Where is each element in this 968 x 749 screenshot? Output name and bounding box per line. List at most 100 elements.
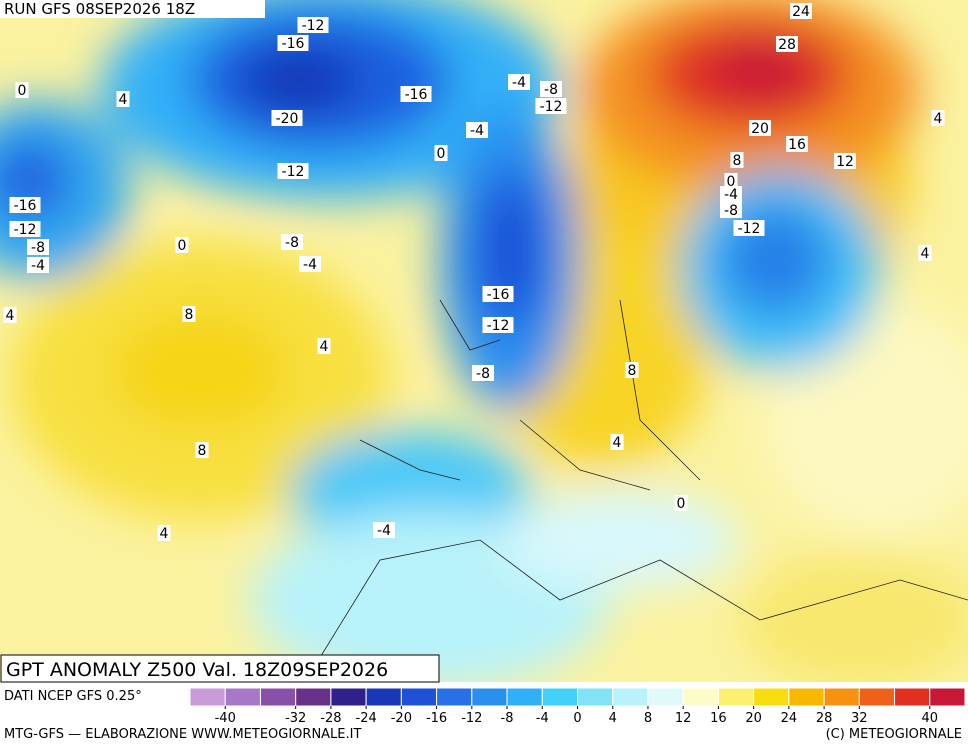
contour-label: 8 bbox=[198, 443, 207, 459]
colorbar-swatch bbox=[400, 687, 438, 707]
contour-label-box bbox=[277, 163, 309, 179]
contour-label: 4 bbox=[6, 308, 15, 324]
contour-label: -12 bbox=[487, 318, 510, 334]
colorbar-tick-label: -12 bbox=[461, 711, 482, 726]
contour-label: 16 bbox=[788, 137, 806, 153]
colorbar-swatch bbox=[330, 687, 367, 707]
contour-label: 8 bbox=[185, 307, 194, 323]
contour-label-box bbox=[466, 122, 488, 138]
colorbar-tick-label: 0 bbox=[573, 711, 581, 726]
colorbar-swatch bbox=[647, 687, 684, 707]
contour-label: 0 bbox=[677, 496, 686, 512]
contour-label: -12 bbox=[282, 164, 305, 180]
contour-label-box bbox=[786, 136, 808, 152]
colorbar-tick-label: 12 bbox=[675, 711, 692, 726]
contour-label-box bbox=[15, 82, 29, 98]
footer-left: MTG-GFS — ELABORAZIONE WWW.METEOGIORNALE… bbox=[4, 727, 361, 742]
contour-label-box bbox=[776, 36, 798, 52]
colorbar-swatch bbox=[577, 687, 614, 707]
contour-label: -8 bbox=[724, 203, 738, 219]
contour-label: -8 bbox=[285, 235, 299, 251]
contour-label-box bbox=[3, 307, 17, 323]
contour-label: 0 bbox=[437, 146, 446, 162]
contour-label-box bbox=[482, 317, 514, 333]
contour-label: -4 bbox=[724, 187, 738, 203]
colorbar-swatch bbox=[506, 687, 543, 707]
contour-label: -4 bbox=[470, 123, 484, 139]
contour-label-box bbox=[720, 186, 742, 202]
contour-label-box bbox=[116, 91, 130, 107]
colorbar-tick-label: -16 bbox=[426, 711, 447, 726]
data-source: DATI NCEP GFS 0.25° bbox=[4, 689, 142, 704]
contour-label-box bbox=[472, 365, 494, 381]
contour-label-box bbox=[724, 173, 738, 189]
contour-label-box bbox=[508, 74, 530, 90]
contour-label-box bbox=[540, 81, 562, 97]
contour-label: 8 bbox=[628, 363, 637, 379]
contour-label-box bbox=[674, 495, 688, 511]
contour-label-box bbox=[434, 145, 448, 161]
contour-label-box bbox=[27, 257, 49, 273]
colorbar-tick-label: -20 bbox=[391, 711, 412, 726]
header-box bbox=[0, 0, 265, 18]
colorbar-tick-label: -32 bbox=[285, 711, 306, 726]
contour-label: 12 bbox=[836, 154, 854, 170]
contour-label: -8 bbox=[31, 240, 45, 256]
contour-label: 4 bbox=[160, 526, 169, 542]
contour-label-box bbox=[317, 338, 331, 354]
contour-label: -12 bbox=[738, 221, 761, 237]
contour-label-box bbox=[610, 434, 624, 450]
colorbar-tick-label: 32 bbox=[851, 711, 868, 726]
contour-label-box bbox=[175, 237, 189, 253]
contour-label-box bbox=[277, 35, 309, 51]
contour-label: 24 bbox=[792, 4, 810, 20]
colorbar-swatch bbox=[753, 687, 790, 707]
contour-label-box bbox=[195, 442, 209, 458]
contour-label-box bbox=[625, 362, 639, 378]
contour-label-box bbox=[730, 152, 744, 168]
contour-label-box bbox=[373, 522, 395, 538]
colorbar-swatch bbox=[224, 687, 261, 707]
contour-label-box bbox=[271, 110, 303, 126]
colorbar-tick-label: 40 bbox=[921, 711, 938, 726]
contour-label: -16 bbox=[14, 198, 37, 214]
contour-label-box bbox=[182, 306, 196, 322]
colorbar-swatch bbox=[823, 687, 860, 707]
colorbar-swatch bbox=[541, 687, 578, 707]
colorbar-swatch bbox=[436, 687, 473, 707]
colorbar-swatch bbox=[717, 687, 755, 707]
contour-label-box bbox=[297, 17, 329, 33]
contour-label-box bbox=[9, 221, 41, 237]
colorbar-swatch bbox=[858, 687, 896, 707]
contour-label-box bbox=[482, 286, 514, 302]
contour-label-box bbox=[535, 98, 567, 114]
contour-label-box bbox=[400, 86, 432, 102]
contour-label: -8 bbox=[476, 366, 490, 382]
contour-label: -16 bbox=[405, 87, 428, 103]
colorbar-tick-label: 8 bbox=[644, 711, 652, 726]
colorbar-swatch bbox=[682, 687, 719, 707]
colorbar-swatch bbox=[612, 687, 649, 707]
colorbar-tick-label: -24 bbox=[356, 711, 377, 726]
colorbar-tick-label: 24 bbox=[781, 711, 798, 726]
colorbar-swatch bbox=[894, 687, 931, 707]
colorbar-swatch bbox=[259, 687, 297, 707]
contour-label-box bbox=[27, 239, 49, 255]
contour-label: 28 bbox=[778, 37, 796, 53]
contour-label-box bbox=[749, 120, 771, 136]
contour-label: -4 bbox=[512, 75, 526, 91]
contour-label: 4 bbox=[921, 246, 930, 262]
contour-label: 4 bbox=[934, 111, 943, 127]
title-box bbox=[0, 654, 440, 683]
contour-label: 4 bbox=[613, 435, 622, 451]
contour-label: 8 bbox=[733, 153, 742, 169]
contour-label-box bbox=[157, 525, 171, 541]
contour-label: -16 bbox=[487, 287, 510, 303]
colorbar-tick-label: 4 bbox=[609, 711, 617, 726]
contour-label-box bbox=[281, 234, 303, 250]
contour-label-box bbox=[918, 245, 932, 261]
contour-label: -12 bbox=[540, 99, 563, 115]
contour-label: -16 bbox=[282, 36, 305, 52]
contour-label: -4 bbox=[303, 257, 317, 273]
